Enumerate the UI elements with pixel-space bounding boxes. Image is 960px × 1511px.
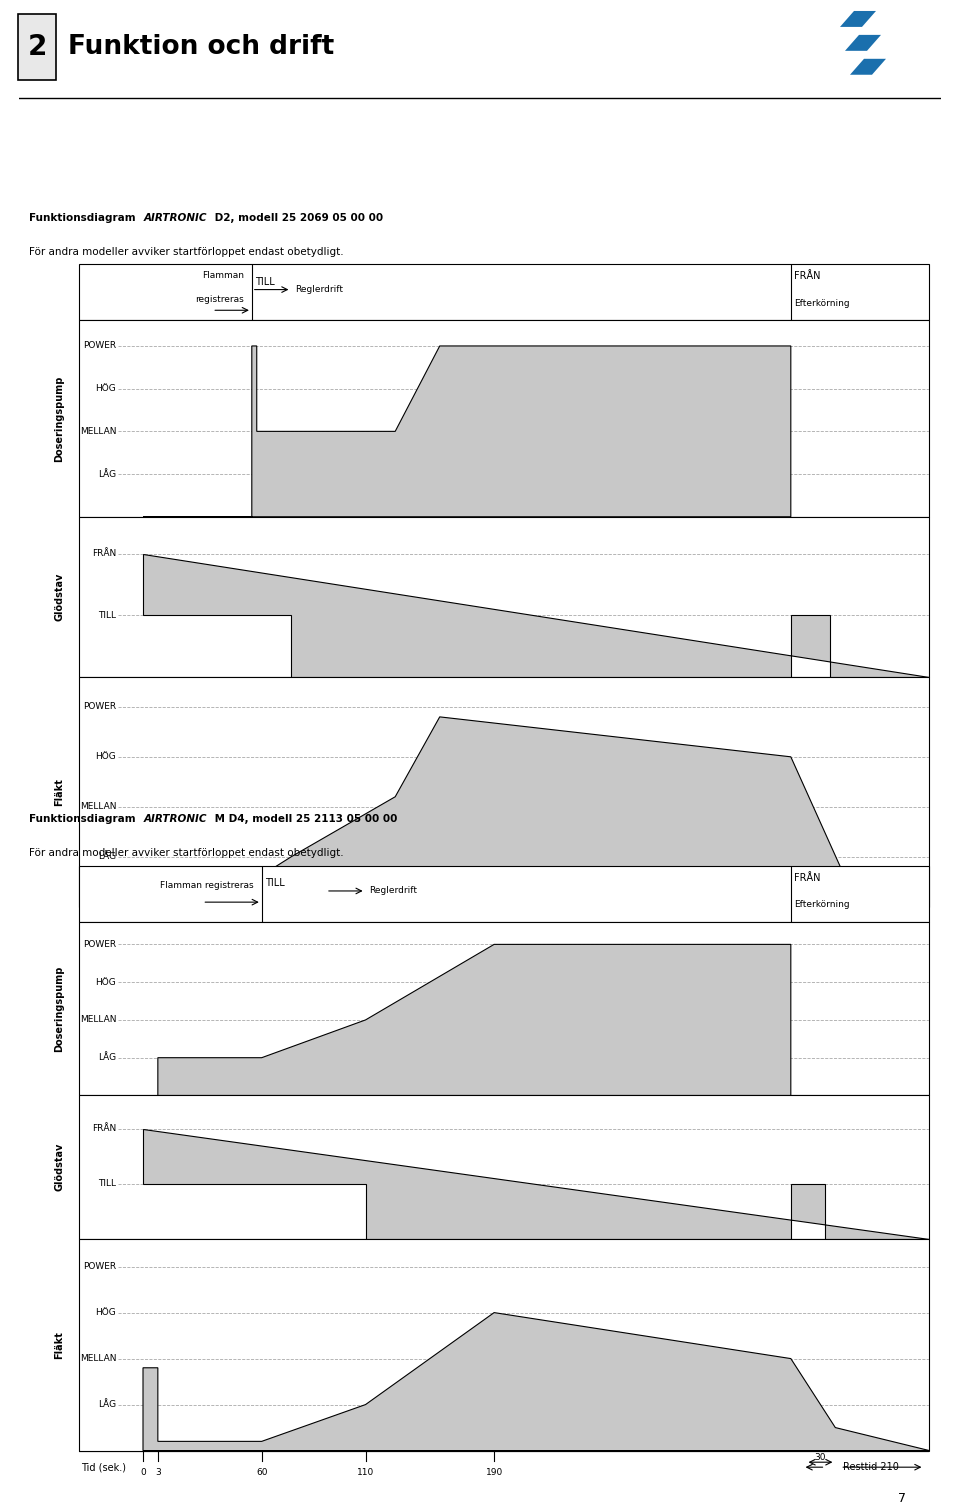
Text: Tid (sek.): Tid (sek.) xyxy=(81,1463,126,1472)
Text: MELLAN: MELLAN xyxy=(80,802,116,811)
Text: Resttid 210: Resttid 210 xyxy=(843,1463,900,1472)
Text: MELLAN: MELLAN xyxy=(80,1354,116,1363)
Text: 60: 60 xyxy=(256,1467,268,1476)
Text: 3: 3 xyxy=(155,1467,160,1476)
Text: TILL: TILL xyxy=(98,1179,116,1188)
Text: HÖG: HÖG xyxy=(96,752,116,762)
Text: Glödstav: Glödstav xyxy=(54,573,64,621)
Text: Reglerdrift: Reglerdrift xyxy=(296,286,344,295)
Text: POWER: POWER xyxy=(84,940,116,949)
Polygon shape xyxy=(845,35,881,51)
Text: Efterkörning: Efterkörning xyxy=(794,901,850,910)
Text: Fläkt: Fläkt xyxy=(54,1331,64,1358)
Text: TILL: TILL xyxy=(265,878,284,888)
Text: 2: 2 xyxy=(27,33,47,60)
Text: HÖG: HÖG xyxy=(96,1309,116,1318)
Text: 7: 7 xyxy=(899,1491,906,1505)
Text: POWER: POWER xyxy=(84,703,116,712)
Text: Funktionsdiagram: Funktionsdiagram xyxy=(29,213,139,222)
Text: FRÅN: FRÅN xyxy=(794,872,820,882)
Text: Efterkörning: Efterkörning xyxy=(794,299,850,308)
Text: 190: 190 xyxy=(486,1467,503,1476)
Text: Resttid 200: Resttid 200 xyxy=(849,919,904,928)
Text: 90: 90 xyxy=(286,923,297,932)
Text: 0: 0 xyxy=(140,923,146,932)
Text: D2, modell 25 2069 05 00 00: D2, modell 25 2069 05 00 00 xyxy=(211,213,383,222)
Text: LÅG: LÅG xyxy=(98,1401,116,1410)
Text: 30: 30 xyxy=(815,1454,827,1463)
Text: MELLAN: MELLAN xyxy=(80,428,116,435)
Text: Tid (sek.): Tid (sek.) xyxy=(81,919,126,928)
Polygon shape xyxy=(143,716,929,907)
Text: Glödstav: Glödstav xyxy=(54,1142,64,1192)
Text: 0: 0 xyxy=(140,1467,146,1476)
Text: LÅG: LÅG xyxy=(98,1053,116,1062)
Text: AIRTRONIC: AIRTRONIC xyxy=(143,213,207,222)
Text: Funktionsdiagram: Funktionsdiagram xyxy=(29,814,139,823)
Text: MELLAN: MELLAN xyxy=(80,1015,116,1024)
Text: HÖG: HÖG xyxy=(96,384,116,393)
Text: POWER: POWER xyxy=(84,1262,116,1271)
Text: Funktion och drift: Funktion och drift xyxy=(68,33,334,60)
Polygon shape xyxy=(840,11,876,27)
Text: För andra modeller avviker startförloppet endast obetydligt.: För andra modeller avviker startförloppe… xyxy=(29,246,344,257)
Polygon shape xyxy=(143,346,791,517)
Text: HÖG: HÖG xyxy=(96,978,116,987)
Text: registreras: registreras xyxy=(195,295,244,304)
Text: 110: 110 xyxy=(357,1467,374,1476)
Text: Fläkt: Fläkt xyxy=(54,778,64,805)
Text: 180: 180 xyxy=(431,923,448,932)
Text: AIRTRONIC: AIRTRONIC xyxy=(143,814,207,823)
Text: TILL: TILL xyxy=(98,610,116,620)
Text: Reglerdrift: Reglerdrift xyxy=(370,887,418,896)
Polygon shape xyxy=(143,1313,929,1451)
Text: M D4, modell 25 2113 05 00 00: M D4, modell 25 2113 05 00 00 xyxy=(211,814,397,823)
Text: Doseringspump: Doseringspump xyxy=(54,966,64,1052)
Polygon shape xyxy=(157,944,791,1095)
Text: POWER: POWER xyxy=(84,341,116,351)
Text: FRÅN: FRÅN xyxy=(794,270,820,281)
Bar xyxy=(18,14,56,80)
Text: Flamman registreras: Flamman registreras xyxy=(160,881,253,890)
Polygon shape xyxy=(850,59,886,74)
Polygon shape xyxy=(143,553,929,677)
Text: Doseringspump: Doseringspump xyxy=(54,375,64,462)
Text: LÅG: LÅG xyxy=(98,470,116,479)
Text: För andra modeller avviker startförloppet endast obetydligt.: För andra modeller avviker startförloppe… xyxy=(29,849,344,858)
Text: FRÅN: FRÅN xyxy=(92,548,116,558)
Text: 60: 60 xyxy=(246,923,257,932)
Text: LÅG: LÅG xyxy=(98,852,116,861)
Text: 40: 40 xyxy=(815,910,827,919)
Polygon shape xyxy=(143,1129,929,1239)
Text: FRÅN: FRÅN xyxy=(92,1124,116,1133)
Text: Flamman: Flamman xyxy=(202,270,244,280)
Text: 150: 150 xyxy=(387,923,404,932)
Text: TILL: TILL xyxy=(254,277,275,287)
